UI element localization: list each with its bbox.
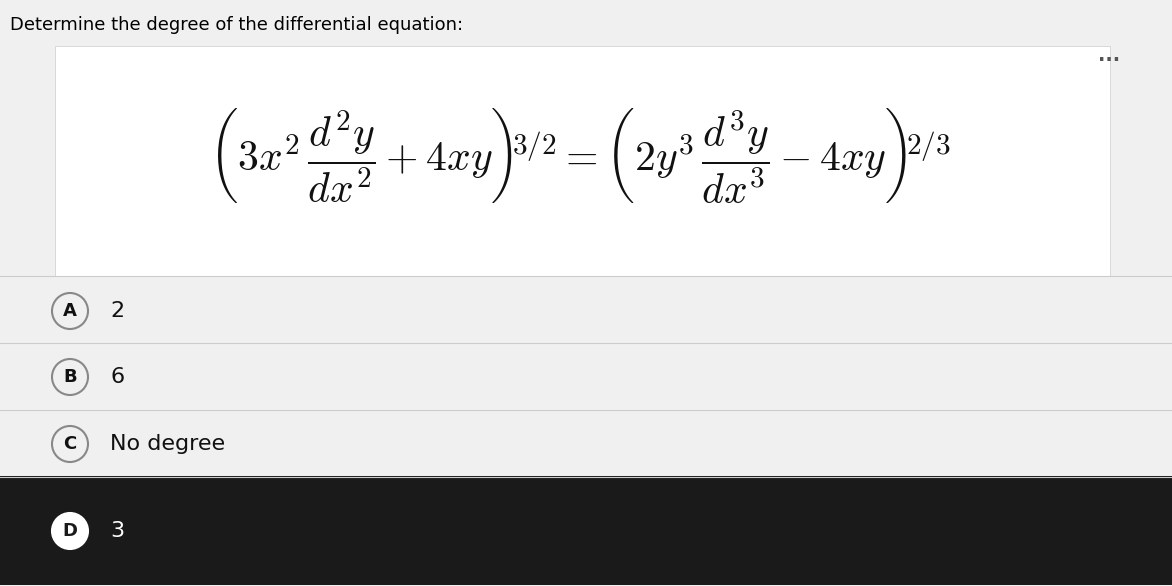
Text: A: A [63,302,77,320]
Circle shape [52,513,88,549]
Text: ...: ... [1098,46,1120,65]
Text: Determine the degree of the differential equation:: Determine the degree of the differential… [11,16,463,34]
Text: 3: 3 [110,521,124,541]
Text: $\left(3x^2\,\dfrac{d^2y}{dx^2}+4xy\right)^{\!\!3/2}=\left(2y^3\,\dfrac{d^3y}{dx: $\left(3x^2\,\dfrac{d^2y}{dx^2}+4xy\righ… [209,106,950,206]
Text: No degree: No degree [110,434,225,454]
FancyBboxPatch shape [0,476,1172,585]
Circle shape [52,293,88,329]
Circle shape [52,426,88,462]
Text: B: B [63,368,77,386]
FancyBboxPatch shape [55,46,1110,276]
Circle shape [52,359,88,395]
Text: C: C [63,435,76,453]
Text: 6: 6 [110,367,124,387]
Text: 2: 2 [110,301,124,321]
Text: D: D [62,522,77,540]
